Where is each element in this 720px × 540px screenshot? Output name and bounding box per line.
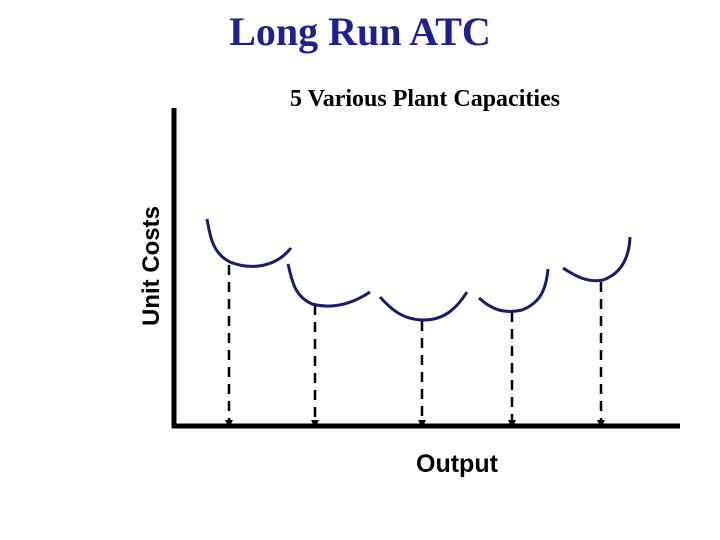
slide-title: Long Run ATC [229, 9, 491, 54]
x-axis-label: Output [416, 450, 498, 478]
srac-curve-5 [562, 236, 632, 283]
diagram-subtitle: 5 Various Plant Capacities [290, 86, 561, 112]
srac-curve-4 [477, 268, 550, 313]
srac-curve-2 [286, 263, 371, 308]
srac-curve-1 [205, 218, 293, 268]
srac-curve-3 [378, 291, 469, 322]
